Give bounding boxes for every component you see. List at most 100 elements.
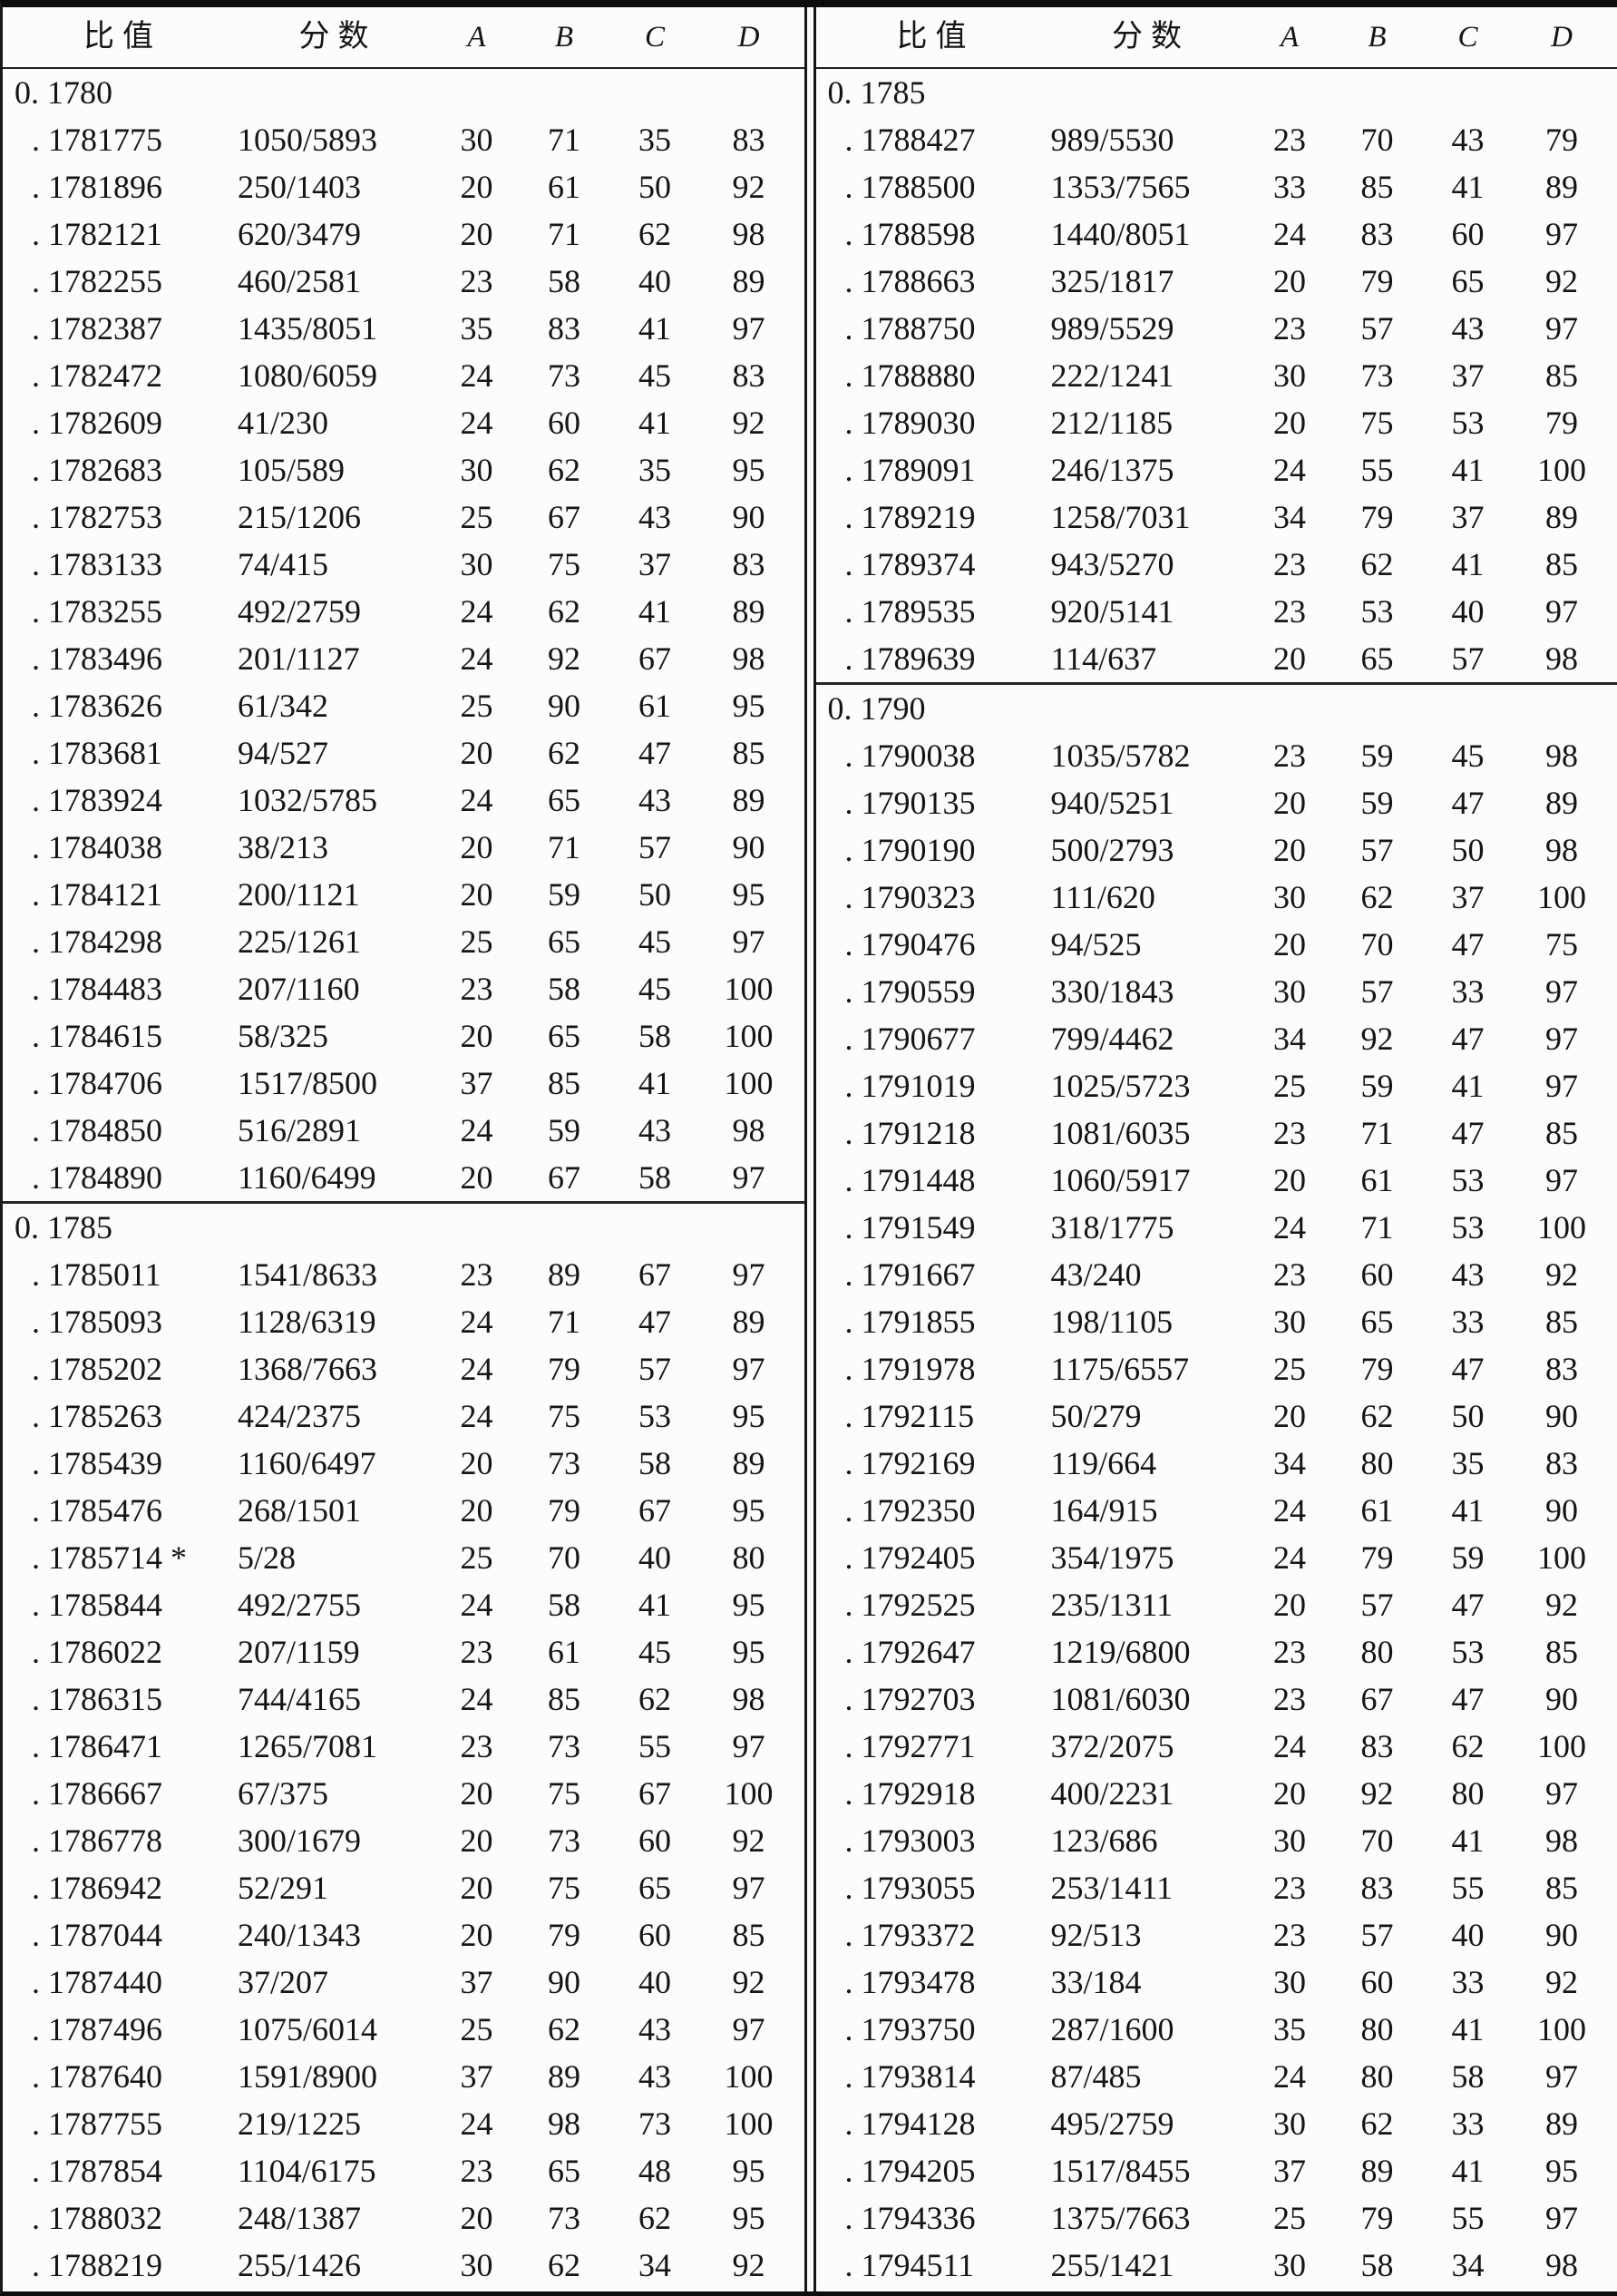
table-row: . 1784121 200/1121 20 59 50 95	[3, 871, 804, 918]
table-row: . 1787044 240/1343 20 79 60 85	[3, 1911, 804, 1959]
ratio-cell: . 1791549	[844, 1209, 976, 1246]
value-a-cell: 37	[460, 2058, 493, 2095]
value-b-cell: 89	[548, 1256, 580, 1293]
fraction-cell: 1517/8455	[1050, 2153, 1191, 2189]
value-d-cell: 98	[732, 216, 765, 252]
ratio-cell: . 1794205	[844, 2153, 976, 2189]
value-d-cell: 95	[732, 452, 765, 488]
table-row: . 1794128 495/2759 30 62 33 89	[816, 2100, 1617, 2147]
fraction-cell: 67/375	[238, 1775, 329, 1812]
value-a-cell: 20	[1273, 640, 1306, 677]
panel-divider	[804, 7, 816, 2291]
value-d-cell: 92	[1545, 263, 1578, 299]
section-header-row: 0. 1790	[815, 682, 1617, 732]
value-b-cell: 62	[548, 2011, 580, 2047]
value-b-cell: 83	[548, 310, 580, 347]
value-c-cell: 35	[638, 452, 671, 488]
value-a-cell: 20	[460, 169, 493, 205]
column-header-a: A	[467, 20, 486, 54]
value-c-cell: 34	[1451, 2247, 1485, 2283]
value-b-cell: 79	[548, 1917, 580, 1953]
left-panel-body: 0. 1780 . 1781775 1050/5893 30 71 35 83 …	[3, 69, 804, 2289]
table-row: . 1789535 920/5141 23 53 40 97	[816, 588, 1617, 635]
fraction-cell: 123/686	[1050, 1822, 1158, 1859]
fraction-cell: 492/2755	[238, 1587, 362, 1623]
table-row: . 1788427 989/5530 23 70 43 79	[816, 116, 1617, 163]
fraction-cell: 94/527	[238, 735, 329, 771]
value-b-cell: 62	[1360, 546, 1394, 582]
fraction-cell: 300/1679	[238, 1822, 362, 1859]
value-a-cell: 30	[1273, 357, 1306, 394]
value-d-cell: 100	[1537, 1728, 1586, 1764]
value-d-cell: 95	[732, 1398, 765, 1434]
value-d-cell: 83	[1545, 1351, 1578, 1387]
value-a-cell: 30	[1273, 1304, 1306, 1340]
section-label: 0. 1785	[15, 1209, 112, 1246]
table-row: . 1784706 1517/8500 37 85 41 100	[3, 1060, 804, 1107]
ratio-cell: . 1791667	[844, 1256, 976, 1293]
value-d-cell: 100	[1537, 2011, 1586, 2047]
table-row: . 1787496 1075/6014 25 62 43 97	[3, 2006, 804, 2053]
value-c-cell: 55	[1451, 1870, 1485, 1906]
value-d-cell: 89	[732, 782, 765, 818]
value-a-cell: 24	[1273, 1728, 1306, 1764]
fraction-cell: 268/1501	[238, 1492, 362, 1529]
ratio-cell: . 1788880	[844, 357, 976, 394]
value-d-cell: 85	[1545, 1634, 1578, 1670]
table-row: . 1782472 1080/6059 24 73 45 83	[3, 352, 804, 399]
value-d-cell: 92	[732, 405, 765, 441]
fraction-cell: 492/2759	[238, 593, 362, 630]
fraction-cell: 1025/5723	[1050, 1068, 1191, 1104]
fraction-cell: 250/1403	[238, 169, 362, 205]
value-a-cell: 30	[460, 2247, 493, 2283]
table-row: . 1785202 1368/7663 24 79 57 97	[3, 1345, 804, 1392]
column-header-ratio: 比值	[896, 20, 975, 54]
value-a-cell: 24	[1273, 216, 1306, 252]
value-a-cell: 24	[460, 1351, 493, 1387]
section-header-row: 0. 1785	[3, 1201, 804, 1251]
value-b-cell: 79	[1360, 2200, 1394, 2236]
table-row: . 1792350 164/915 24 61 41 90	[816, 1487, 1617, 1534]
value-c-cell: 43	[1451, 1256, 1485, 1293]
right-header-row: 比值 分数 A B C D	[815, 7, 1617, 69]
fraction-cell: 1050/5893	[238, 122, 378, 158]
value-b-cell: 98	[548, 2105, 580, 2142]
value-b-cell: 83	[1360, 1870, 1394, 1906]
ratio-cell: . 1790135	[844, 785, 976, 821]
ratio-cell: . 1791448	[844, 1162, 976, 1198]
value-c-cell: 57	[638, 1351, 671, 1387]
ratio-cell: . 1787854	[32, 2153, 162, 2189]
value-b-cell: 80	[1360, 2058, 1394, 2095]
ratio-cell: . 1788500	[844, 169, 976, 205]
value-d-cell: 97	[732, 1351, 765, 1387]
value-c-cell: 47	[1451, 1351, 1485, 1387]
value-c-cell: 47	[1451, 926, 1485, 962]
value-c-cell: 73	[638, 2105, 671, 2142]
value-c-cell: 67	[638, 1775, 671, 1812]
value-d-cell: 97	[732, 923, 765, 960]
value-a-cell: 23	[460, 1634, 493, 1670]
fraction-cell: 5/28	[238, 1539, 297, 1576]
table-row: . 1791978 1175/6557 25 79 47 83	[816, 1345, 1617, 1392]
value-d-cell: 100	[1537, 1539, 1586, 1576]
value-b-cell: 58	[548, 263, 580, 299]
value-c-cell: 40	[638, 1964, 671, 2000]
ratio-cell: . 1783133	[32, 546, 162, 582]
value-a-cell: 33	[1273, 169, 1306, 205]
table-row: . 1793003 123/686 30 70 41 98	[816, 1817, 1617, 1864]
value-a-cell: 20	[460, 216, 493, 252]
value-a-cell: 30	[460, 546, 493, 582]
ratio-cell: . 1792405	[844, 1539, 976, 1576]
value-c-cell: 45	[638, 923, 671, 960]
value-c-cell: 47	[638, 1304, 671, 1340]
value-c-cell: 62	[638, 216, 671, 252]
ratio-cell: . 1789219	[844, 499, 976, 535]
ratio-cell: . 1792115	[844, 1398, 975, 1434]
table-row: . 1794336 1375/7663 25 79 55 97	[816, 2194, 1617, 2242]
table-row: . 1789639 114/637 20 65 57 98	[816, 635, 1617, 682]
value-d-cell: 100	[1537, 879, 1586, 915]
ratio-cell: . 1793055	[844, 1870, 976, 1906]
value-d-cell: 95	[732, 2153, 765, 2189]
value-a-cell: 20	[460, 1870, 493, 1906]
